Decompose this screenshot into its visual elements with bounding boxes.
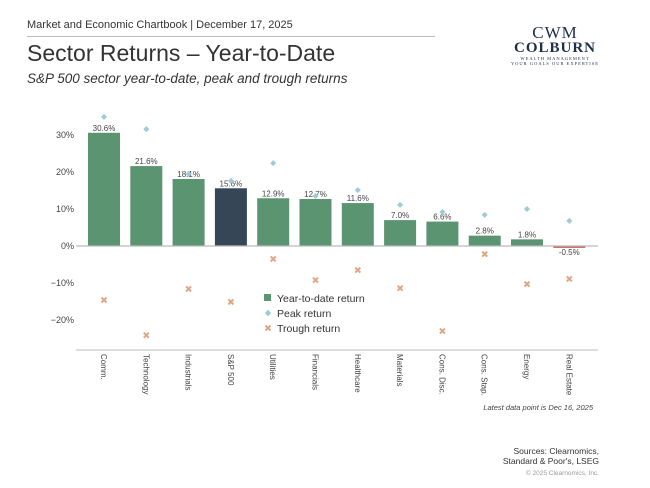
logo-name: COLBURN: [513, 40, 596, 56]
y-tick-label: −20%: [51, 315, 74, 325]
bar-data-label: -0.5%: [559, 248, 580, 257]
bar-1: [130, 166, 163, 246]
x-tick-label: Cons. Disc.: [437, 354, 446, 395]
sector-returns-chart: 30% 20% 10% 0% −10% −20% 30.6% Comm. 21.6% Techno…: [51, 113, 598, 396]
legend-label: Peak return: [277, 308, 331, 320]
bar-11: [553, 246, 586, 248]
peak-marker-4: [270, 160, 277, 167]
logo-monogram: CWM: [532, 23, 578, 42]
trough-marker-5: [312, 276, 319, 284]
peak-marker-11: [566, 217, 573, 224]
trough-marker-6: [354, 266, 362, 274]
y-tick-label: 30%: [56, 130, 74, 140]
x-tick-label: S&P 500: [226, 354, 235, 386]
x-tick-label: Real Estate: [564, 354, 573, 396]
bar-data-label: 12.9%: [262, 189, 285, 198]
legend-swatch-peak: [265, 309, 271, 317]
peak-marker-10: [524, 206, 530, 212]
legend-swatch-ytd: [264, 294, 271, 301]
y-tick-label: −10%: [51, 278, 74, 288]
bar-0: [88, 132, 120, 246]
x-tick-label: Industrials: [184, 354, 193, 390]
bar-6: [341, 203, 374, 246]
header-divider: [27, 36, 435, 37]
bar-3: [214, 188, 247, 246]
trough-marker-1: [143, 331, 150, 339]
peak-marker-8: [439, 208, 446, 215]
legend-label: Trough return: [277, 323, 340, 335]
x-tick-label: Cons. Stap.: [480, 354, 489, 396]
bar-data-label: 6.6%: [433, 213, 451, 222]
x-tick-label: Energy: [522, 354, 531, 379]
bar-7: [384, 220, 417, 246]
trough-marker-7: [396, 284, 404, 292]
bar-data-label: 30.6%: [93, 124, 116, 133]
x-tick-label: Utilities: [268, 354, 277, 380]
y-tick-label: 10%: [56, 204, 74, 214]
trough-marker-10: [523, 280, 531, 288]
bar-8: [426, 221, 459, 246]
legend-label: Year-to-date return: [277, 293, 365, 305]
peak-marker-7: [397, 201, 404, 208]
x-tick-label: Technology: [141, 354, 150, 394]
bar-2: [172, 179, 205, 246]
peak-marker-3: [227, 177, 234, 184]
trough-marker-0: [100, 296, 108, 304]
company-logo: CWM COLBURN WEALTH MANAGEMENT YOUR GOALS…: [505, 23, 605, 66]
trough-marker-4: [269, 255, 277, 263]
chart-title: Sector Returns – Year-to-Date: [27, 40, 336, 66]
x-tick-label: Healthcare: [353, 354, 362, 393]
logo-tagline: WEALTH MANAGEMENT: [520, 56, 590, 61]
peak-marker-2: [185, 170, 192, 177]
bar-data-label: 21.6%: [135, 157, 158, 166]
peak-marker-6: [354, 187, 361, 194]
trough-marker-11: [566, 275, 573, 283]
trough-marker-2: [185, 285, 192, 293]
peak-marker-9: [481, 211, 488, 218]
trough-marker-3: [227, 298, 235, 306]
bar-10: [511, 239, 543, 246]
x-tick-label: Comm.: [99, 354, 108, 380]
logo-tagline-2: YOUR GOALS OUR EXPERTISE: [510, 61, 600, 66]
trough-marker-8: [439, 327, 446, 335]
bar-data-label: 7.0%: [391, 211, 409, 220]
bar-data-label: 2.8%: [476, 227, 494, 236]
peak-marker-0: [101, 113, 107, 120]
bar-data-label: 1.8%: [518, 230, 536, 239]
chartbook-header: Market and Economic Chartbook | December…: [27, 19, 293, 31]
x-tick-label: Financials: [311, 354, 320, 390]
chart-subtitle: S&P 500 sector year-to-date, peak and tr…: [27, 71, 348, 86]
trough-marker-9: [481, 250, 488, 258]
legend-swatch-trough: [264, 324, 272, 332]
peak-marker-5: [312, 193, 319, 200]
y-tick-label: 0%: [61, 241, 74, 251]
bar-4: [257, 198, 290, 246]
bar-5: [299, 199, 332, 246]
y-tick-label: 20%: [56, 167, 74, 177]
bar-data-label: 11.6%: [347, 194, 369, 203]
data-note: Latest data point is Dec 16, 2025: [483, 403, 593, 412]
copyright: © 2025 Clearnomics, Inc.: [525, 470, 599, 477]
peak-marker-1: [143, 126, 150, 133]
x-tick-label: Materials: [395, 354, 404, 386]
sources: Sources: Clearnomics, Standard & Poor's,…: [502, 446, 599, 466]
bar-9: [468, 235, 501, 246]
